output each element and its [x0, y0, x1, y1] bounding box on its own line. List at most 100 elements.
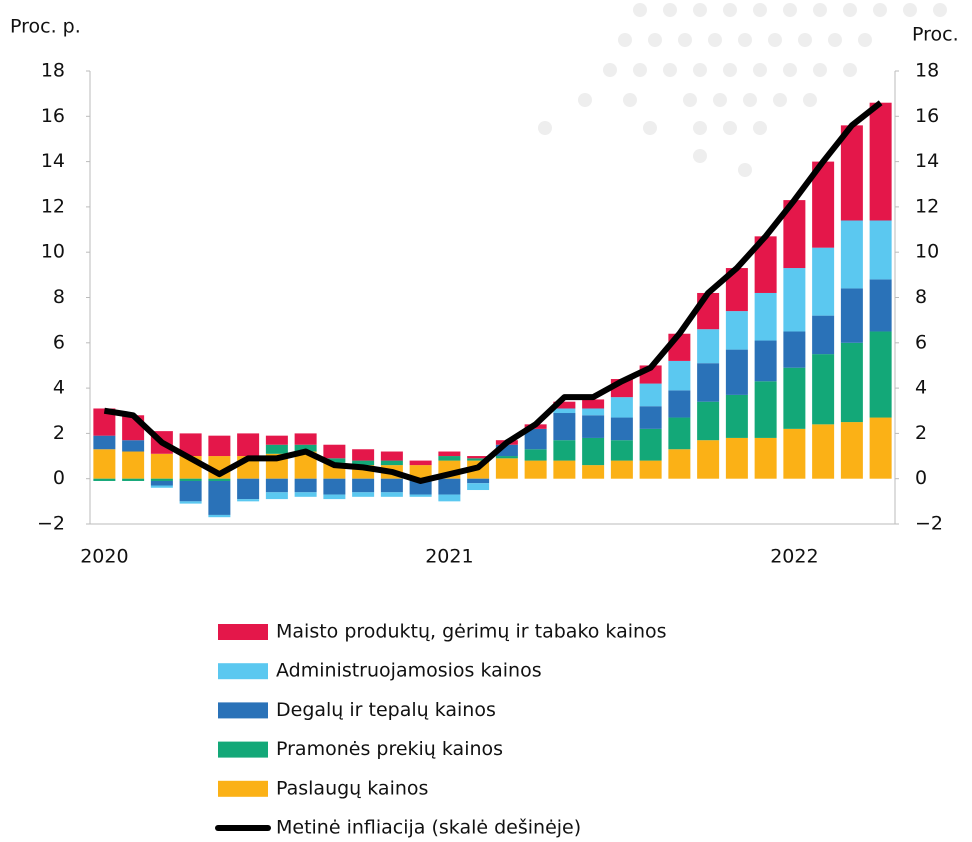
bar-segment	[610, 440, 633, 461]
bar-segment	[352, 460, 375, 466]
bar-segment	[294, 433, 317, 445]
bar-segment	[409, 465, 432, 479]
legend-label: Maisto produktų, gėrimų ir tabako kainos	[276, 621, 667, 643]
bar-segment	[812, 315, 835, 355]
bar-segment	[352, 492, 375, 497]
bar-segment	[869, 417, 892, 479]
bar-segment	[553, 440, 576, 461]
bar-segment	[610, 417, 633, 441]
x-tick-label: 2021	[425, 546, 473, 568]
legend-swatch	[218, 741, 268, 758]
y2-tick-label: 6	[915, 331, 927, 353]
bar-segment	[352, 478, 375, 493]
bar-segment	[122, 440, 145, 452]
bar-segment	[524, 460, 547, 479]
bar-segment	[639, 460, 662, 479]
bar-segment	[812, 161, 835, 248]
bar-segment	[150, 453, 173, 479]
x-tick-label: 2022	[770, 546, 818, 568]
y2-tick-label: 2	[915, 422, 927, 444]
bar-segment	[754, 292, 777, 341]
bar-segment	[294, 492, 317, 497]
decoration-dots	[538, 3, 947, 177]
bar-segment	[812, 354, 835, 425]
bar-segment	[323, 458, 346, 463]
bar-segment	[438, 494, 461, 502]
legend-label: Pramonės prekių kainos	[276, 738, 503, 760]
bar-segment	[668, 417, 691, 450]
y-tick-label: 12	[41, 195, 65, 217]
bar-segment	[668, 449, 691, 479]
bar-segment	[179, 478, 202, 481]
bar-segment	[237, 433, 260, 457]
bar-segment	[409, 460, 432, 466]
bar-segment	[812, 247, 835, 316]
bar-segment	[553, 401, 576, 409]
bar-segment	[869, 279, 892, 332]
bar-segment	[380, 451, 403, 461]
y-tick-label: 2	[53, 422, 65, 444]
bar-segment	[553, 413, 576, 441]
bar-segment	[467, 456, 490, 459]
bar-segment	[697, 401, 720, 441]
bar-segment	[553, 408, 576, 414]
bar-segment	[783, 200, 806, 269]
bar-segment	[265, 478, 288, 493]
y-tick-label: 14	[41, 150, 65, 172]
y2-tick-label: 4	[915, 377, 927, 399]
legend-swatch	[218, 624, 268, 640]
bar-segment	[754, 381, 777, 438]
bar-segment	[725, 311, 748, 350]
bar-segment	[265, 435, 288, 445]
y-tick-label: 6	[53, 331, 65, 353]
bar-segment	[610, 397, 633, 418]
y-tick-label: 8	[53, 286, 65, 308]
bar-segment	[122, 478, 145, 481]
bar-segment	[840, 288, 863, 343]
bar-segment	[697, 329, 720, 364]
bar-segment	[237, 478, 260, 500]
bar-segment	[610, 460, 633, 479]
bar-segment	[93, 408, 116, 436]
y2-tick-label: 14	[915, 150, 939, 172]
legend-label: Administruojamosios kainos	[276, 660, 542, 682]
y-tick-label: −2	[37, 513, 65, 535]
bar-segment	[783, 331, 806, 368]
bar-segment	[93, 435, 116, 450]
bar-segment	[553, 460, 576, 479]
bar-segment	[323, 478, 346, 495]
bar-segment	[323, 444, 346, 459]
bar-segment	[639, 406, 662, 429]
bar-segment	[754, 340, 777, 382]
bar-segment	[582, 399, 605, 409]
bar-segment	[294, 451, 317, 479]
y-tick-label: 0	[53, 467, 65, 489]
bar-segment	[754, 437, 777, 479]
bar-segment	[265, 492, 288, 500]
bar-segment	[639, 383, 662, 407]
bar-segment	[840, 342, 863, 423]
line	[103, 100, 883, 484]
bar-segment	[697, 292, 720, 330]
bar-segment	[438, 456, 461, 461]
bar-segment	[869, 102, 892, 221]
bar-segment	[582, 465, 605, 479]
y2-tick-label: 18	[915, 60, 939, 82]
bar-segment	[352, 449, 375, 461]
y2-tick-label: 16	[915, 105, 939, 127]
y2-tick-label: 12	[915, 195, 939, 217]
bar-segment	[93, 449, 116, 479]
y2-tick-label: 0	[915, 467, 927, 489]
x-tick-label: 2020	[80, 546, 128, 568]
bar-segment	[467, 458, 490, 461]
legend-swatch	[218, 780, 268, 797]
bar-segment	[409, 494, 432, 497]
bar-segment	[869, 331, 892, 418]
bar-segment	[294, 444, 317, 452]
bar-segment	[265, 444, 288, 454]
bar-segment	[725, 349, 748, 395]
bar-segment	[179, 480, 202, 502]
bar-segment	[812, 424, 835, 479]
bar-segment	[725, 268, 748, 312]
